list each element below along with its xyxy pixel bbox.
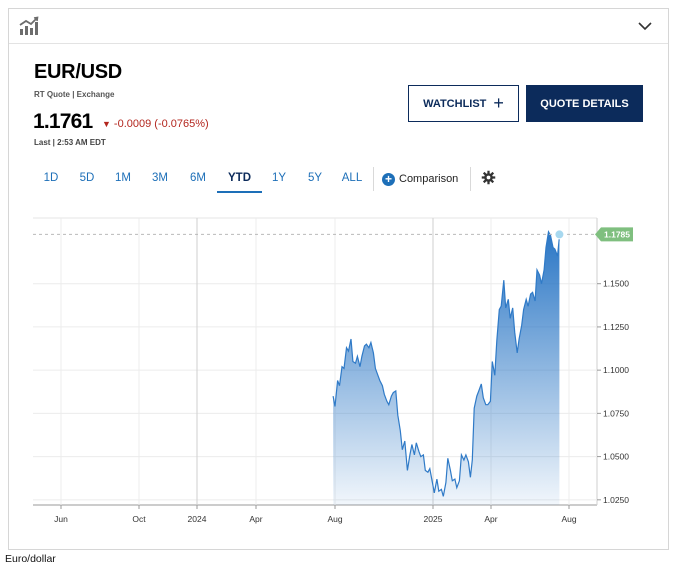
- current-price-marker: [554, 229, 565, 240]
- x-tick-label: Aug: [327, 514, 342, 524]
- quote-details-label: QUOTE DETAILS: [540, 97, 629, 110]
- x-tick-label: Jun: [54, 514, 68, 524]
- tab-1m[interactable]: 1M: [115, 172, 131, 184]
- tab-divider: [373, 167, 374, 191]
- tab-5y[interactable]: 5Y: [307, 172, 323, 184]
- tab-divider: [470, 167, 471, 191]
- tab-ytd[interactable]: YTD: [217, 167, 262, 193]
- tab-all[interactable]: ALL: [341, 172, 363, 184]
- series-line: [332, 230, 560, 497]
- last-updated: Last | 2:53 AM EDT: [34, 138, 106, 147]
- price-change-value: -0.0009 (-0.0765%): [113, 118, 209, 130]
- tab-1y[interactable]: 1Y: [271, 172, 287, 184]
- x-tick-label: Oct: [132, 514, 146, 524]
- chart-icon[interactable]: [19, 16, 39, 36]
- watchlist-label: WATCHLIST: [423, 97, 487, 110]
- chevron-down-icon[interactable]: [637, 18, 653, 34]
- add-circle-icon: +: [382, 172, 395, 186]
- card-toolbar: [9, 9, 668, 44]
- plus-icon: +: [493, 92, 504, 113]
- tab-1d[interactable]: 1D: [43, 172, 59, 184]
- watchlist-button[interactable]: WATCHLIST +: [408, 85, 519, 122]
- y-tick-label: 1.1500: [603, 279, 629, 289]
- tab-5d[interactable]: 5D: [79, 172, 95, 184]
- current-price-tag-label: 1.1785: [604, 229, 630, 239]
- gear-icon[interactable]: [481, 170, 496, 185]
- series-area: [333, 231, 560, 506]
- symbol-title: EUR/USD: [34, 61, 122, 83]
- quote-source: RT Quote | Exchange: [34, 90, 115, 99]
- range-tabs: 1D 5D 1M 3M 6M YTD 1Y 5Y ALL + Compariso…: [9, 167, 668, 193]
- tab-6m[interactable]: 6M: [190, 172, 206, 184]
- x-tick-label: Apr: [484, 514, 497, 524]
- y-tick-label: 1.0750: [603, 408, 629, 418]
- last-price: 1.1761: [33, 110, 93, 133]
- comparison-label: Comparison: [399, 173, 459, 185]
- x-tick-label: Aug: [561, 514, 576, 524]
- x-tick-label: 2024: [188, 514, 207, 524]
- y-tick-label: 1.0500: [603, 452, 629, 462]
- y-tick-label: 1.1250: [603, 322, 629, 332]
- price-change: ▼ -0.0009 (-0.0765%): [102, 118, 209, 130]
- x-tick-label: 2025: [424, 514, 443, 524]
- price-chart[interactable]: 1.0250 1.0500 1.0750 1.1000 1.1250 1.1500 Jun O…: [0, 0, 678, 540]
- y-tick-label: 1.0250: [603, 495, 629, 505]
- x-tick-label: Apr: [249, 514, 262, 524]
- tab-3m[interactable]: 3M: [152, 172, 168, 184]
- y-tick-label: 1.1000: [603, 365, 629, 375]
- current-price-tag: [595, 227, 633, 242]
- quote-details-button[interactable]: QUOTE DETAILS: [526, 85, 643, 122]
- image-caption: Euro/dollar: [5, 553, 56, 565]
- down-triangle-icon: ▼: [102, 119, 111, 129]
- comparison-button[interactable]: + Comparison: [382, 167, 458, 191]
